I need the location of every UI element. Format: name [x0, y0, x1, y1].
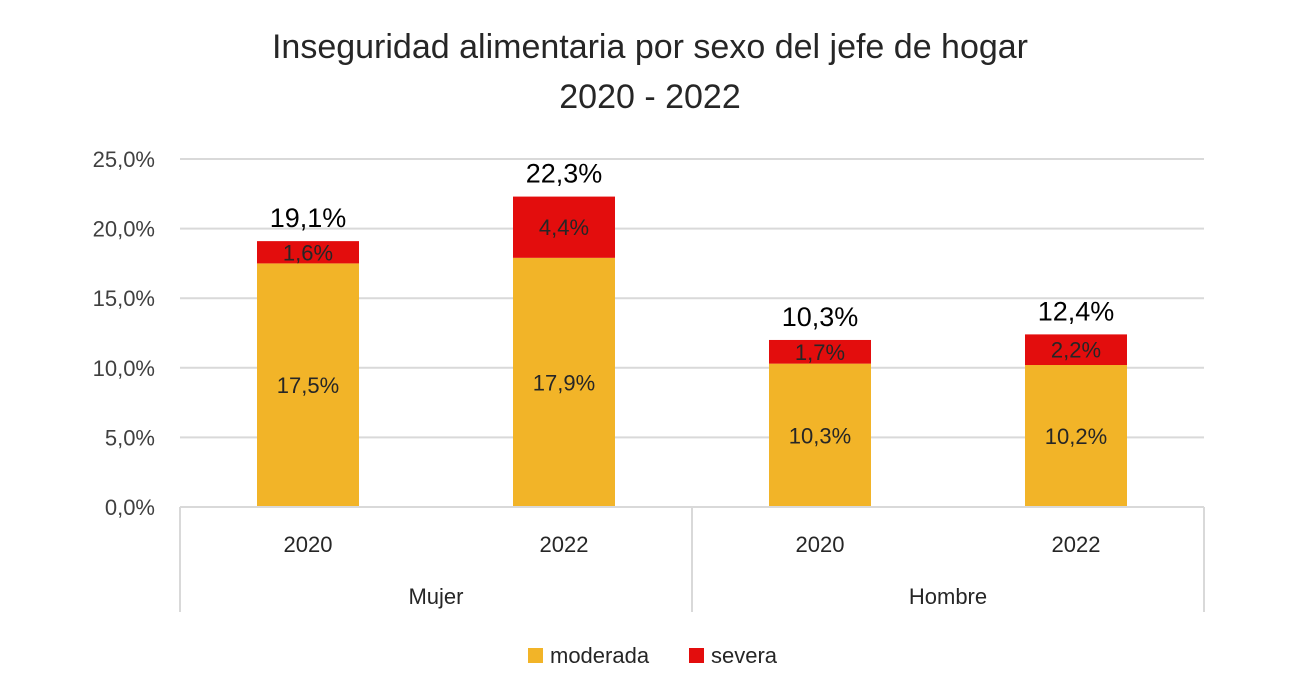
legend-label: severa [711, 643, 778, 668]
data-label-moderada: 17,9% [533, 370, 595, 395]
y-tick-label: 10,0% [93, 356, 155, 381]
chart-title: Inseguridad alimentaria por sexo del jef… [272, 28, 1028, 66]
total-label: 12,4% [1038, 296, 1115, 326]
data-label-severa: 1,6% [283, 240, 333, 265]
legend-swatch-severa [689, 648, 704, 663]
data-label-moderada: 10,2% [1045, 424, 1107, 449]
bar-moderada [513, 257, 615, 507]
total-label: 19,1% [270, 203, 347, 233]
bar-moderada [257, 263, 359, 507]
bar-severa [769, 339, 871, 364]
x-tick-label: 2020 [796, 532, 845, 557]
data-label-moderada: 17,5% [277, 373, 339, 398]
group-label: Hombre [909, 584, 987, 609]
bar-moderada [1025, 365, 1127, 507]
data-label-severa: 4,4% [539, 215, 589, 240]
bar-moderada [769, 363, 871, 507]
bar-severa [257, 241, 359, 264]
x-tick-label: 2022 [1052, 532, 1101, 557]
legend: moderada severa [528, 643, 778, 668]
x-tick-label: 2022 [540, 532, 589, 557]
legend-label: moderada [550, 643, 650, 668]
chart-subtitle: 2020 - 2022 [559, 78, 741, 116]
total-label: 22,3% [526, 159, 603, 189]
bar-severa [513, 196, 615, 258]
x-tick-label: 2020 [284, 532, 333, 557]
data-label-severa: 2,2% [1051, 338, 1101, 363]
plot-area: 0,0% 5,0% 10,0% 15,0% 20,0% 25,0% 17,5% 1,6% 19,… [93, 147, 1205, 612]
y-tick-label: 15,0% [93, 286, 155, 311]
y-tick-label: 5,0% [105, 425, 155, 450]
group-label: Mujer [408, 584, 463, 609]
total-label: 10,3% [782, 302, 859, 332]
data-label-severa: 1,7% [795, 340, 845, 365]
y-tick-label: 0,0% [105, 495, 155, 520]
bar-severa [1025, 334, 1127, 366]
legend-swatch-moderada [528, 648, 543, 663]
y-tick-label: 20,0% [93, 217, 155, 242]
data-label-moderada: 10,3% [789, 423, 851, 448]
y-tick-label: 25,0% [93, 147, 155, 172]
